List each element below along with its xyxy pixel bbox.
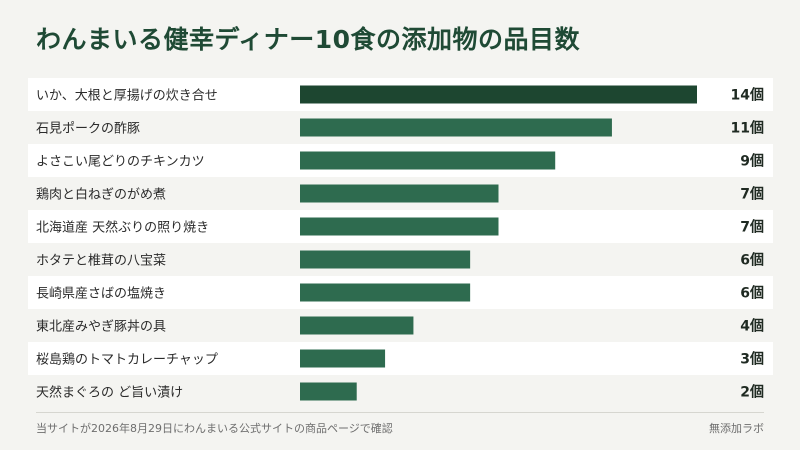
value-label: 2個 — [740, 384, 764, 401]
value-label: 9個 — [740, 153, 764, 170]
value-label: 3個 — [740, 351, 764, 368]
value-label: 7個 — [740, 219, 764, 236]
chart-title: わんまいる健幸ディナー10食の添加物の品目数 — [36, 25, 581, 54]
value-label: 6個 — [740, 252, 764, 269]
category-label: よさこい尾どりのチキンカツ — [36, 155, 205, 170]
bar — [300, 283, 471, 302]
category-label: ホタテと椎茸の八宝菜 — [36, 254, 166, 269]
category-label: 北海道産 天然ぶりの照り焼き — [36, 220, 209, 236]
bar — [300, 316, 414, 335]
value-label: 6個 — [740, 285, 764, 302]
bar — [300, 184, 499, 203]
value-label: 7個 — [740, 186, 764, 203]
footer-divider — [36, 412, 764, 413]
category-label: 長崎県産さばの塩焼き — [36, 286, 166, 302]
category-label: 桜島鶏のトマトカレーチャップ — [36, 353, 218, 368]
source-note: 当サイトが2026年8月29日にわんまいる公式サイトの商品ページで確認 — [36, 422, 393, 435]
bar — [300, 382, 357, 401]
bar — [300, 349, 386, 368]
category-label: 鶏肉と白ねぎのがめ煮 — [36, 187, 166, 203]
bar — [300, 118, 612, 137]
value-label: 4個 — [740, 318, 764, 335]
bar — [300, 217, 499, 236]
value-label: 11個 — [731, 120, 764, 137]
category-label: 天然まぐろの ど旨い漬け — [36, 385, 183, 401]
bar — [300, 151, 556, 170]
brand-label: 無添加ラボ — [709, 422, 764, 435]
category-label: いか、大根と厚揚げの炊き合せ — [36, 88, 218, 104]
category-label: 東北産みやぎ豚丼の具 — [36, 319, 166, 335]
category-label: 石見ポークの酢豚 — [36, 122, 140, 137]
value-label: 14個 — [731, 87, 764, 104]
row-background — [28, 342, 773, 375]
bar — [300, 85, 697, 104]
bar — [300, 250, 471, 269]
